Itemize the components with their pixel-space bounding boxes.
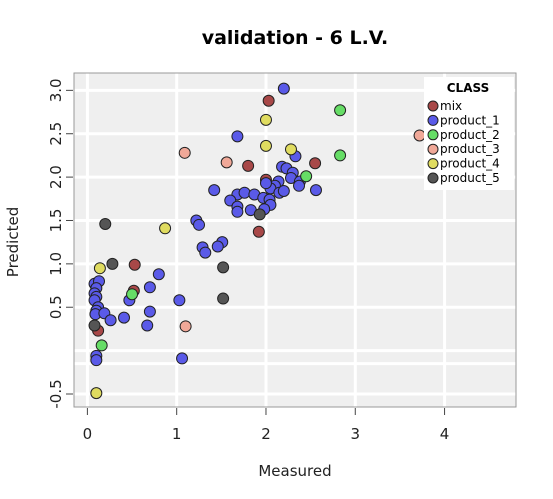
point-product-1: [118, 311, 131, 324]
legend-box: [424, 77, 514, 190]
point-product-1: [143, 281, 156, 294]
point-product-2: [95, 339, 108, 352]
point-product-1: [211, 240, 224, 253]
point-product-2: [334, 149, 347, 162]
legend-label-product-1: product_1: [440, 113, 500, 127]
point-product-1: [104, 314, 117, 327]
x-tick-label: 3: [350, 425, 360, 443]
point-product-1: [173, 294, 186, 307]
x-tick-label: 0: [83, 425, 93, 443]
legend-label-product-3: product_3: [440, 142, 500, 156]
legend-label-product-5: product_5: [440, 171, 500, 185]
point-product-5: [217, 261, 230, 274]
point-product-1: [277, 82, 290, 95]
point-product-1: [152, 268, 165, 281]
y-axis: -0.5 0.5 1.0 1.5 2.0 2.5 3.0: [47, 78, 73, 409]
point-mix: [242, 159, 255, 172]
point-product-2: [300, 170, 313, 183]
point-product-5: [88, 319, 101, 332]
legend: CLASS mixproduct_1product_2product_3prod…: [424, 77, 514, 190]
point-product-1: [259, 177, 272, 190]
legend-marker-product-3: [427, 143, 439, 155]
legend-label-product-4: product_4: [440, 157, 500, 171]
point-product-4: [284, 143, 297, 156]
point-product-1: [141, 319, 154, 332]
point-product-1: [208, 184, 221, 197]
point-product-4: [90, 387, 103, 400]
point-mix: [128, 258, 141, 271]
y-tick-label: 3.0: [47, 78, 65, 102]
legend-marker-product-4: [427, 158, 439, 170]
point-product-1: [231, 130, 244, 143]
point-product-1: [90, 354, 103, 367]
legend-marker-product-2: [427, 129, 439, 141]
y-axis-label: Predicted: [4, 207, 22, 277]
point-product-4: [259, 139, 272, 152]
point-product-1: [238, 186, 251, 199]
y-tick-label: -0.5: [47, 379, 65, 408]
point-product-1: [199, 246, 212, 259]
legend-title: CLASS: [447, 81, 490, 95]
x-tick-label: 1: [172, 425, 182, 443]
point-product-5: [253, 208, 266, 221]
point-product-3: [179, 320, 192, 333]
plot-frame: [73, 72, 517, 408]
legend-marker-mix: [427, 100, 439, 112]
point-product-2: [334, 104, 347, 117]
point-product-1: [293, 179, 306, 192]
y-tick-label: 2.0: [47, 165, 65, 189]
point-mix: [262, 94, 275, 107]
point-product-5: [106, 257, 119, 270]
point-product-1: [143, 305, 156, 318]
point-product-1: [176, 352, 189, 365]
data-points: [88, 82, 426, 400]
legend-entries: mixproduct_1product_2product_3product_4p…: [427, 99, 500, 185]
point-product-1: [277, 184, 290, 197]
legend-marker-product-1: [427, 114, 439, 126]
point-product-4: [159, 222, 172, 235]
y-tick-label: 0.5: [47, 295, 65, 319]
point-product-2: [126, 288, 139, 301]
legend-label-mix: mix: [440, 99, 462, 113]
chart-title: validation - 6 L.V.: [202, 27, 389, 49]
point-product-5: [217, 292, 230, 305]
x-tick-label: 2: [261, 425, 271, 443]
point-product-4: [93, 262, 106, 275]
point-product-1: [193, 218, 206, 231]
y-tick-label: 2.5: [47, 122, 65, 146]
point-product-3: [413, 129, 426, 142]
point-mix: [252, 225, 265, 238]
x-tick-label: 4: [440, 425, 450, 443]
point-product-1: [309, 184, 322, 197]
point-product-3: [220, 156, 233, 169]
point-product-1: [231, 205, 244, 218]
x-axis-label: Measured: [258, 462, 331, 480]
x-axis: 0 1 2 3 4: [83, 408, 450, 443]
point-product-5: [99, 217, 112, 230]
y-tick-label: 1.0: [47, 252, 65, 276]
point-product-3: [178, 146, 191, 159]
point-mix: [309, 157, 322, 170]
point-product-4: [259, 113, 272, 126]
legend-label-product-2: product_2: [440, 128, 500, 142]
legend-marker-product-5: [427, 172, 439, 184]
y-tick-label: 1.5: [47, 209, 65, 233]
